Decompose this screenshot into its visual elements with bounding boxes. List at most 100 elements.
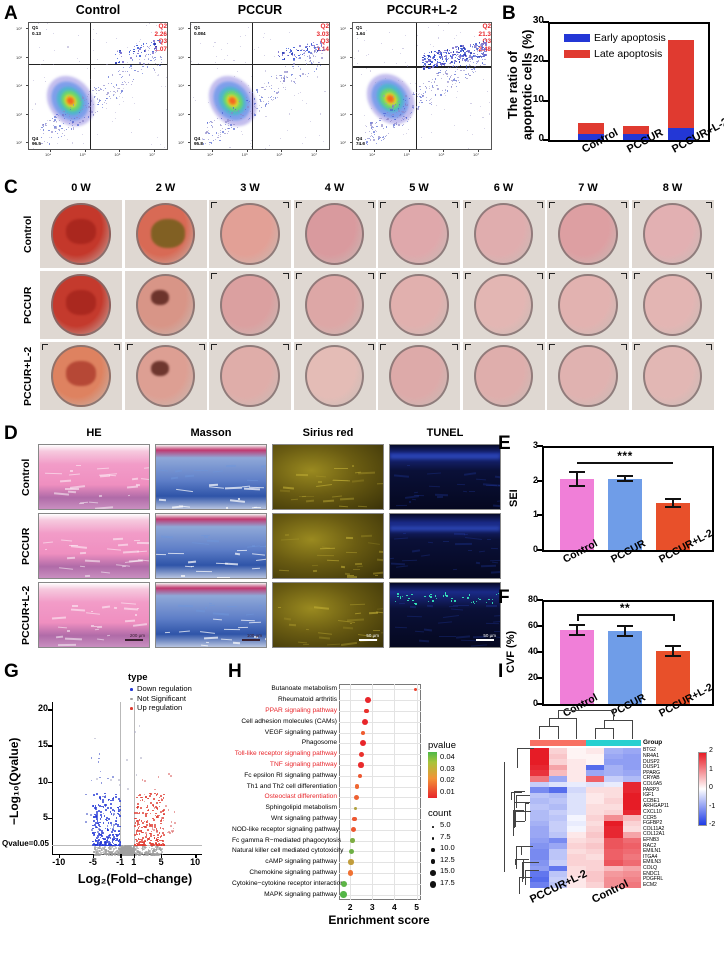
event-dot	[399, 105, 401, 107]
event-dot	[246, 99, 248, 101]
event-noise	[148, 49, 150, 51]
g-point-up	[155, 838, 158, 840]
event-dot	[469, 60, 471, 62]
g-point-up	[141, 799, 144, 801]
event-dot	[146, 42, 148, 44]
g-point-down	[114, 843, 116, 846]
scale-bar-3	[476, 639, 494, 641]
event-dot	[445, 56, 448, 59]
g-point-down	[110, 844, 112, 847]
heatmap-cell-13-2	[567, 820, 586, 827]
h-count-label-2: 10.0	[440, 843, 455, 852]
event-dot	[229, 124, 232, 126]
g-point-ns	[96, 851, 98, 854]
event-dot	[253, 103, 256, 106]
heatmap-cell-0-1	[548, 748, 567, 754]
event-dot	[461, 55, 463, 57]
event-dot	[420, 96, 422, 99]
tissue-texture	[79, 565, 85, 568]
g-point-ns	[132, 845, 135, 847]
g-point-down-hi	[109, 827, 112, 830]
event-dot	[375, 121, 377, 123]
event-dot	[470, 52, 473, 54]
event-dot	[425, 86, 427, 88]
event-dot	[381, 124, 383, 126]
event-dot	[395, 122, 398, 124]
g-point-up	[162, 843, 165, 846]
g-point-ns	[113, 848, 115, 851]
event-dot	[274, 97, 276, 99]
event-noise	[407, 129, 409, 131]
g-point-down	[117, 834, 119, 836]
heatmap-cell-7-0	[530, 787, 549, 793]
event-dot	[404, 104, 407, 107]
h-xtick-2: 2	[347, 902, 353, 912]
tissue-texture	[342, 626, 353, 630]
event-noise	[78, 34, 79, 36]
event-dot	[312, 42, 314, 44]
tissue-texture	[499, 497, 500, 499]
event-dot	[462, 55, 464, 57]
event-dot	[434, 78, 436, 80]
scale-label-3: 50 µm	[483, 633, 496, 638]
heatmap-colorbar-tick-4: -2	[709, 821, 716, 828]
event-dot	[481, 63, 484, 65]
event-dot	[276, 92, 278, 94]
event-dot	[471, 70, 473, 72]
g-point-up	[137, 830, 139, 833]
event-dot	[258, 94, 260, 97]
tunel-positive-cell	[424, 595, 426, 598]
event-noise	[382, 136, 384, 138]
event-dot	[432, 85, 434, 87]
tissue-texture	[495, 636, 500, 639]
event-dot	[477, 56, 479, 58]
event-dot	[377, 138, 380, 140]
tissue-texture	[465, 537, 483, 540]
tunel-positive-cell	[445, 594, 448, 596]
g-point-up	[152, 804, 155, 807]
tissue-texture	[278, 606, 282, 609]
g-point-down	[93, 832, 96, 835]
event-noise	[105, 107, 108, 109]
event-dot	[446, 70, 447, 72]
g-point-ns	[159, 853, 162, 856]
event-dot	[51, 131, 53, 133]
g-point-up	[155, 806, 157, 809]
g-point-up	[143, 820, 146, 823]
event-dot	[53, 120, 55, 123]
event-dot	[444, 90, 446, 92]
row-label-0: Control	[22, 215, 34, 253]
tunel-positive-cell	[411, 593, 413, 596]
h-count-dot-4	[430, 870, 436, 876]
event-noise	[117, 50, 119, 52]
event-dot	[228, 127, 230, 130]
event-dot	[304, 54, 305, 56]
event-dot	[449, 51, 452, 54]
event-dot	[442, 73, 444, 75]
g-point-up-hi	[162, 831, 164, 834]
g-point-up	[136, 844, 139, 847]
g-point-down	[110, 799, 112, 802]
event-noise	[255, 107, 257, 109]
event-dot	[120, 83, 122, 86]
heatmap-cell-5-5	[622, 776, 641, 782]
corner-mark-tl	[549, 202, 555, 208]
event-dot	[227, 121, 229, 123]
g-point-down	[102, 838, 105, 840]
tissue-texture	[352, 568, 360, 570]
event-noise	[251, 145, 253, 147]
heatmap-gene-label-10: ARHGAP11	[643, 803, 669, 810]
event-dot	[481, 48, 483, 50]
g-point-down-hi	[84, 821, 87, 823]
g-ytick-20: 20	[37, 703, 48, 714]
heatmap-cell-9-2	[567, 798, 586, 804]
g-point-down	[94, 843, 97, 846]
event-dot	[429, 102, 431, 104]
event-noise	[201, 138, 203, 140]
event-dot	[275, 77, 278, 79]
event-dot	[121, 90, 123, 92]
event-dot	[153, 40, 155, 42]
heatmap-cell-18-1	[548, 848, 567, 855]
event-noise	[486, 90, 488, 92]
g-point-far	[94, 737, 97, 740]
